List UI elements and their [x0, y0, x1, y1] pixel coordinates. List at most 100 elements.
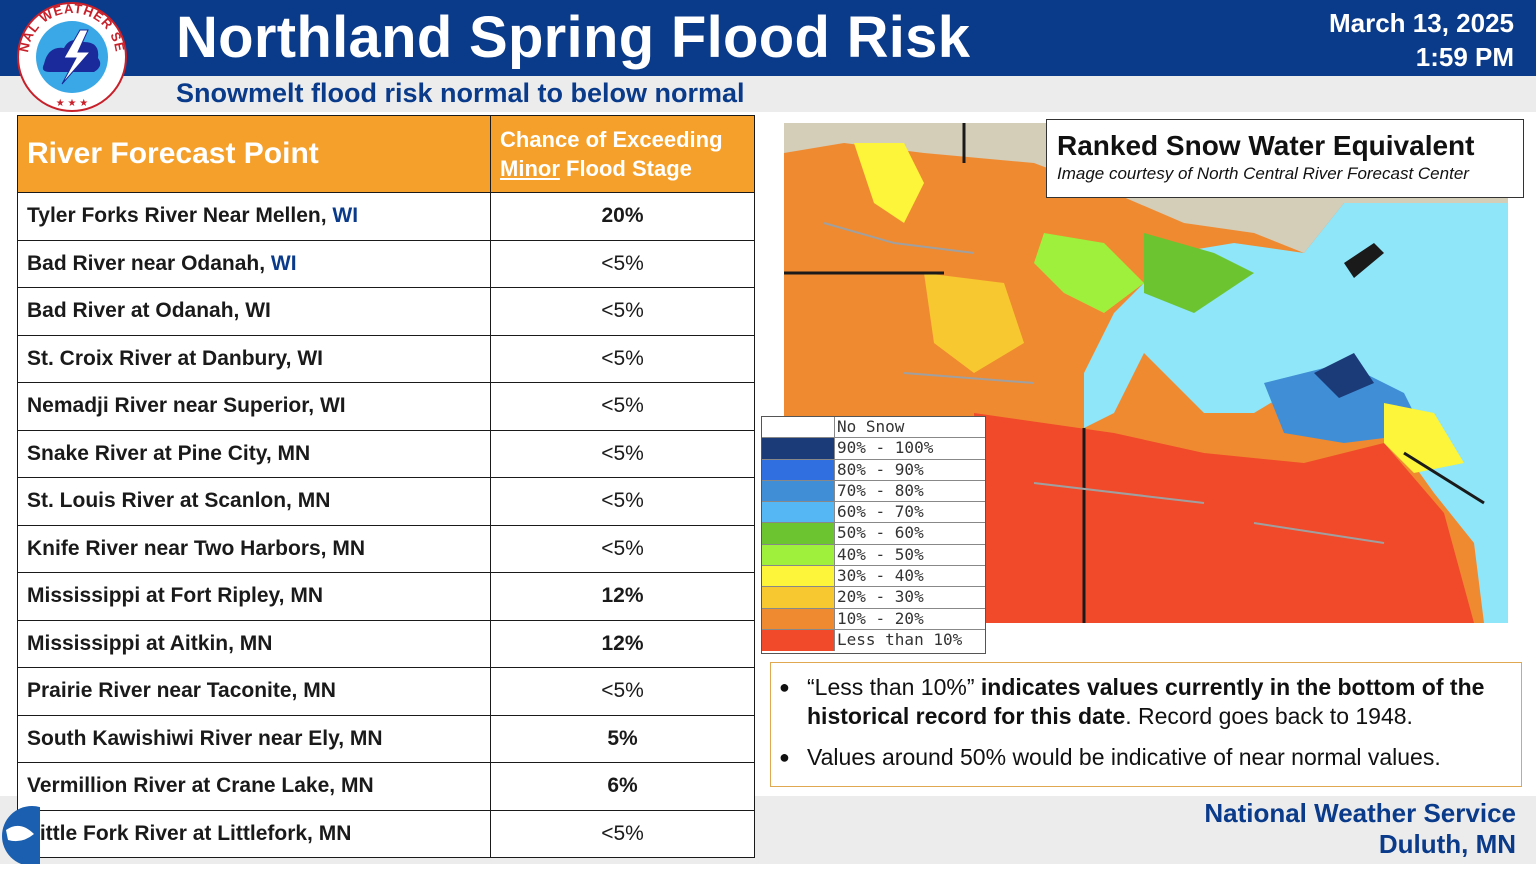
chance-cell: <5% — [490, 382, 755, 431]
map-credit: Image courtesy of North Central River Fo… — [1057, 164, 1469, 183]
forecast-point-cell: St. Croix River at Danbury, WI — [17, 334, 491, 383]
noaa-logo — [0, 800, 62, 866]
map-region-yellow-nw — [854, 143, 924, 223]
forecast-point-state: MN — [303, 679, 336, 703]
legend-label: 40% - 50% — [837, 544, 924, 564]
forecast-point-cell: Bad River at Odanah, WI — [17, 287, 491, 336]
forecast-point-state: WI — [297, 346, 324, 370]
forecast-point-state: MN — [277, 441, 311, 465]
legend-swatch — [762, 608, 835, 629]
legend-label: 50% - 60% — [837, 523, 924, 543]
svg-text:★ ★ ★: ★ ★ ★ — [56, 98, 88, 109]
legend-label: 90% - 100% — [837, 438, 934, 458]
forecast-point-name: Bad River at Odanah, — [27, 299, 246, 323]
legend-swatch — [762, 417, 835, 438]
table-row: Bad River at Odanah, WI <5% — [17, 287, 755, 336]
map-isle-royale — [1344, 243, 1384, 278]
forecast-point-state: MN — [332, 536, 366, 560]
forecast-point-cell: St. Louis River at Scanlon, MN — [17, 477, 491, 526]
table-row: South Kawishiwi River near Ely, MN 5% — [17, 714, 755, 763]
col-header-chance: Chance of Exceeding Minor Flood Stage — [490, 115, 755, 193]
legend-swatch — [762, 523, 835, 544]
bullet-icon: ● — [779, 677, 790, 697]
table-row: Tyler Forks River Near Mellen, WI 20% — [17, 192, 755, 241]
chance-cell: 5% — [490, 714, 755, 763]
forecast-point-name: Prairie River near Taconite, — [27, 679, 304, 703]
forecast-point-state: MN — [239, 631, 273, 655]
legend-item: 40% - 50% — [762, 544, 985, 567]
legend-item: 80% - 90% — [762, 459, 985, 481]
forecast-point-state: WI — [245, 299, 271, 323]
forecast-point-cell: Vermillion River at Crane Lake, MN — [17, 762, 491, 811]
legend-label: 70% - 80% — [837, 480, 924, 500]
forecast-point-name: Little Fork River at Littlefork, — [27, 821, 319, 845]
map-region-green-arrowhead — [1034, 233, 1144, 313]
table-header-row: River Forecast Point Chance of Exceeding… — [17, 115, 755, 193]
legend-label: 20% - 30% — [837, 587, 924, 607]
legend-item: 20% - 30% — [762, 587, 985, 609]
map-region-gold-center — [924, 273, 1024, 373]
legend-swatch — [762, 459, 835, 480]
chance-cell: 12% — [490, 619, 755, 668]
map-region-green-ne — [1144, 233, 1254, 313]
note2-text: Values around 50% would be indicative of… — [807, 744, 1441, 770]
table-row: Snake River at Pine City, MN <5% — [17, 429, 755, 478]
table-row: Nemadji River near Superior, WI <5% — [17, 382, 755, 431]
forecast-point-name: Snake River at Pine City, — [27, 441, 278, 465]
legend-label: 30% - 40% — [837, 566, 924, 586]
forecast-point-name: South Kawishiwi River near Ely, — [27, 726, 350, 750]
legend-swatch — [762, 587, 835, 608]
chance-cell: 12% — [490, 572, 755, 621]
table-row: Bad River near Odanah, WI <5% — [17, 239, 755, 288]
forecast-point-cell: Mississippi at Aitkin, MN — [17, 619, 491, 668]
forecast-point-name: St. Croix River at Danbury, — [27, 346, 298, 370]
forecast-point-name: Knife River near Two Harbors, — [27, 536, 333, 560]
footer-agency: National Weather Service — [1204, 798, 1516, 828]
forecast-point-cell: Bad River near Odanah, WI — [17, 239, 491, 288]
col-header-chance-line1: Chance of Exceeding — [500, 127, 723, 152]
table-row: Mississippi at Aitkin, MN 12% — [17, 619, 755, 668]
map-title: Ranked Snow Water Equivalent — [1057, 130, 1475, 161]
chance-cell: 6% — [490, 762, 755, 811]
footer-office: National Weather Service Duluth, MN — [1204, 798, 1516, 860]
note1-bold: indicates values currently in the bottom… — [807, 674, 1485, 729]
map-legend: No Snow 90% - 100% 80% - 90% 70% - 80% 60% -… — [761, 416, 986, 654]
legend-swatch — [762, 480, 835, 502]
forecast-point-name: St. Louis River at Scanlon, — [27, 489, 298, 513]
forecast-point-cell: Little Fork River at Littlefork, MN — [17, 809, 491, 858]
chance-cell: <5% — [490, 809, 755, 858]
map-region-darkblue — [1314, 353, 1374, 398]
chance-cell: <5% — [490, 429, 755, 478]
subtitle-bar — [0, 76, 1536, 112]
chance-cell: <5% — [490, 524, 755, 573]
header-bar — [0, 0, 1536, 76]
legend-item: 50% - 60% — [762, 523, 985, 545]
forecast-point-name: Vermillion River at Crane Lake, — [27, 774, 341, 798]
table-row: Mississippi at Fort Ripley, MN 12% — [17, 572, 755, 621]
map-basin-borders — [823, 222, 1385, 564]
forecast-table: River Forecast Point Chance of Exceeding… — [17, 115, 755, 858]
note1-post: . Record goes back to 1948. — [1125, 703, 1413, 729]
forecast-point-state: WI — [270, 251, 297, 275]
chance-cell: <5% — [490, 477, 755, 526]
table-row: Vermillion River at Crane Lake, MN 6% — [17, 762, 755, 811]
forecast-point-cell: Tyler Forks River Near Mellen, WI — [17, 192, 491, 241]
chance-cell: <5% — [490, 239, 755, 288]
legend-item: 30% - 40% — [762, 566, 985, 588]
legend-label: 80% - 90% — [837, 459, 924, 479]
issue-time: 1:59 PM — [1415, 42, 1514, 72]
table-row: St. Louis River at Scanlon, MN <5% — [17, 477, 755, 526]
footer-location: Duluth, MN — [1378, 829, 1516, 859]
legend-item: No Snow — [762, 417, 985, 439]
nws-logo: NATIONAL WEATHER SERVICE ★ ★ ★ — [8, 0, 130, 112]
legend-item: 60% - 70% — [762, 502, 985, 524]
notes-box: ● “Less than 10%” indicates values curre… — [770, 662, 1522, 787]
forecast-point-name: Mississippi at Fort Ripley, — [27, 584, 291, 608]
forecast-point-state: MN — [340, 774, 374, 798]
issue-date: March 13, 2025 — [1328, 8, 1514, 38]
page-subtitle: Snowmelt flood risk normal to below norm… — [176, 78, 745, 108]
chance-cell: <5% — [490, 287, 755, 336]
forecast-point-cell: Prairie River near Taconite, MN — [17, 667, 491, 716]
forecast-point-state: MN — [297, 489, 331, 513]
forecast-point-state: MN — [318, 821, 352, 845]
